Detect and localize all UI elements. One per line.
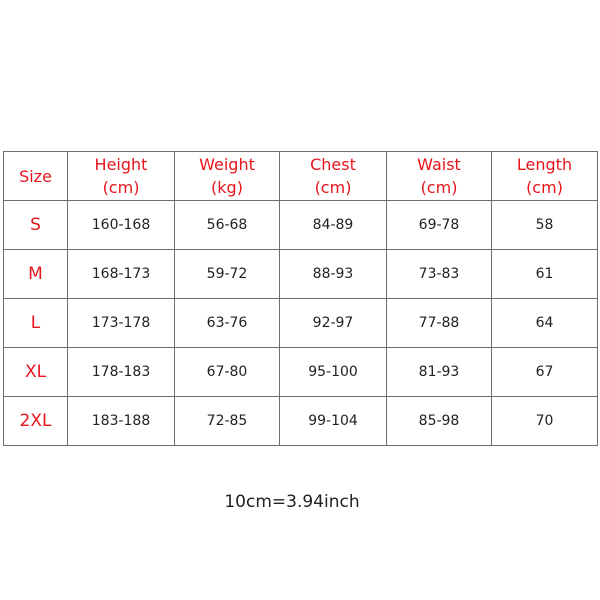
- cell-waist: 81-93: [386, 347, 492, 397]
- header-label: Chest: [310, 155, 356, 174]
- cell-weight: 63-76: [174, 298, 280, 348]
- cell-length: 67: [491, 347, 598, 397]
- cell-weight: 59-72: [174, 249, 280, 299]
- cell-weight: 67-80: [174, 347, 280, 397]
- cell-weight: 56-68: [174, 200, 280, 250]
- header-chest: Chest (cm): [279, 151, 387, 201]
- cell-length: 64: [491, 298, 598, 348]
- header-length: Length (cm): [491, 151, 598, 201]
- header-waist: Waist (cm): [386, 151, 492, 201]
- header-unit: (cm): [314, 178, 352, 197]
- header-label: Waist: [417, 155, 461, 174]
- cell-chest: 84-89: [279, 200, 387, 250]
- table-row: L 173-178 63-76 92-97 77-88 64: [3, 298, 598, 348]
- header-label: Size: [19, 166, 52, 186]
- cell-height: 173-178: [67, 298, 175, 348]
- cell-waist: 77-88: [386, 298, 492, 348]
- size-chart-table: Size Height (cm) Weight (kg) Chest (cm) Wai…: [3, 151, 598, 446]
- header-row: Size Height (cm) Weight (kg) Chest (cm) Wai…: [3, 151, 598, 201]
- cell-size: XL: [3, 347, 68, 397]
- header-unit: (cm): [420, 178, 458, 197]
- cell-waist: 85-98: [386, 396, 492, 446]
- cell-chest: 88-93: [279, 249, 387, 299]
- cell-chest: 92-97: [279, 298, 387, 348]
- header-unit: (cm): [526, 178, 563, 197]
- header-label: Weight: [199, 155, 255, 174]
- cell-chest: 99-104: [279, 396, 387, 446]
- header-weight: Weight (kg): [174, 151, 280, 201]
- cell-waist: 69-78: [386, 200, 492, 250]
- header-height: Height (cm): [67, 151, 175, 201]
- cell-height: 178-183: [67, 347, 175, 397]
- conversion-note: 10cm=3.94inch: [224, 492, 360, 512]
- cell-size: L: [3, 298, 68, 348]
- table-row: S 160-168 56-68 84-89 69-78 58: [3, 200, 598, 250]
- cell-length: 61: [491, 249, 598, 299]
- header-label: Height: [94, 155, 148, 174]
- header-unit: (cm): [102, 178, 140, 197]
- cell-waist: 73-83: [386, 249, 492, 299]
- table-row: XL 178-183 67-80 95-100 81-93 67: [3, 347, 598, 397]
- cell-size: 2XL: [3, 396, 68, 446]
- header-size: Size: [3, 151, 68, 201]
- cell-chest: 95-100: [279, 347, 387, 397]
- cell-height: 160-168: [67, 200, 175, 250]
- cell-length: 58: [491, 200, 598, 250]
- cell-size: M: [3, 249, 68, 299]
- header-unit: (kg): [211, 178, 243, 197]
- cell-size: S: [3, 200, 68, 250]
- table-row: 2XL 183-188 72-85 99-104 85-98 70: [3, 396, 598, 446]
- cell-weight: 72-85: [174, 396, 280, 446]
- cell-length: 70: [491, 396, 598, 446]
- table-row: M 168-173 59-72 88-93 73-83 61: [3, 249, 598, 299]
- cell-height: 168-173: [67, 249, 175, 299]
- cell-height: 183-188: [67, 396, 175, 446]
- header-label: Length: [516, 155, 573, 174]
